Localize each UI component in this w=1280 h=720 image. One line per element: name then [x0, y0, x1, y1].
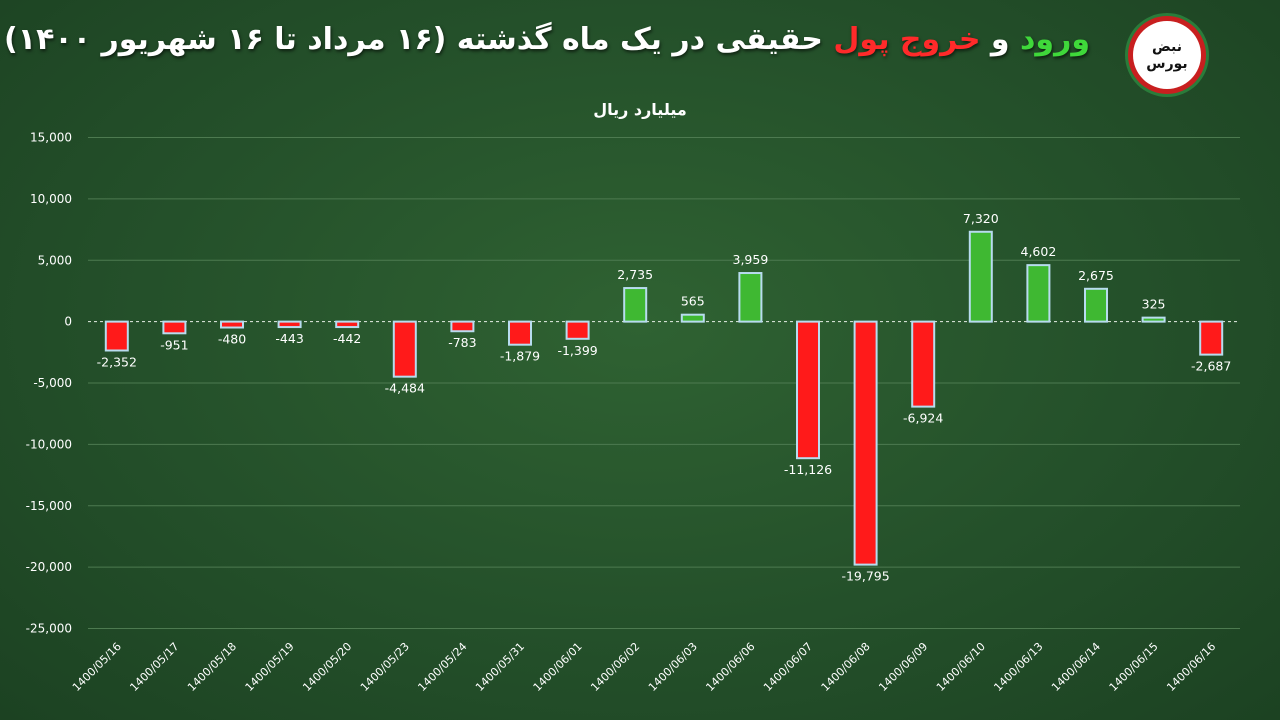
bar	[796, 320, 820, 460]
x-tick-label: 1400/06/06	[703, 640, 757, 694]
bar	[911, 320, 936, 408]
chart-title: ورود و خروج پول حقیقی در یک ماه گذشته (۱…	[4, 22, 1090, 57]
data-label: -1,879	[500, 349, 540, 364]
x-tick-label: 1400/06/10	[934, 640, 988, 694]
data-label: 7,320	[963, 211, 999, 226]
data-label: -783	[448, 335, 476, 350]
bar	[1199, 320, 1224, 356]
data-label: -2,352	[97, 354, 137, 369]
x-tick-label: 1400/05/23	[358, 640, 412, 694]
bar	[738, 272, 763, 323]
x-tick-label: 1400/05/16	[70, 640, 124, 694]
y-tick-label: 5,000	[38, 253, 72, 267]
data-label: -951	[160, 337, 188, 352]
data-label: 4,602	[1021, 244, 1057, 259]
x-tick-label: 1400/05/17	[127, 640, 181, 694]
x-tick-label: 1400/06/09	[876, 640, 930, 694]
bar	[680, 313, 705, 323]
y-tick-label: -25,000	[26, 622, 72, 636]
data-label: 2,735	[617, 267, 653, 282]
x-tick-label: 1400/05/18	[185, 640, 239, 694]
brand-logo: نبض بورس	[1128, 16, 1206, 94]
x-tick-label: 1400/06/01	[531, 640, 585, 694]
bar	[220, 320, 244, 329]
unit-label: میلیارد ریال	[593, 100, 687, 119]
x-tick-label: 1400/06/08	[819, 640, 873, 694]
x-tick-label: 1400/06/07	[761, 640, 815, 694]
y-tick-label: 0	[64, 315, 72, 329]
bar	[162, 320, 187, 335]
y-tick-label: -10,000	[26, 437, 72, 451]
bar	[508, 320, 532, 346]
logo-line-2: بورس	[1146, 56, 1188, 72]
x-tick-label: 1400/05/20	[300, 640, 354, 694]
x-tick-label: 1400/06/14	[1049, 640, 1103, 694]
bar	[392, 320, 417, 378]
bar	[1141, 316, 1166, 323]
data-label: -11,126	[784, 462, 832, 477]
data-label: 565	[681, 294, 705, 309]
data-label: 2,675	[1078, 268, 1114, 283]
x-tick-label: 1400/06/15	[1107, 640, 1161, 694]
bar	[104, 320, 129, 352]
bar	[277, 320, 302, 329]
y-tick-label: 10,000	[30, 192, 72, 206]
bar	[968, 230, 993, 323]
x-tick-label: 1400/06/13	[991, 640, 1045, 694]
data-label: -1,399	[557, 343, 597, 358]
title-outflow: خروج پول	[833, 22, 981, 57]
title-and: و	[990, 22, 1010, 57]
x-tick-label: 1400/06/16	[1164, 640, 1218, 694]
bar	[450, 320, 475, 333]
bar	[853, 320, 878, 566]
bar	[335, 320, 360, 329]
data-label: -442	[333, 331, 361, 346]
x-tick-label: 1400/05/31	[473, 640, 527, 694]
x-tick-label: 1400/06/03	[646, 640, 700, 694]
data-label: -2,687	[1191, 359, 1231, 374]
data-label: -6,924	[903, 411, 943, 426]
x-tick-label: 1400/05/24	[415, 640, 469, 694]
x-tick-label: 1400/06/02	[588, 640, 642, 694]
data-label: 3,959	[733, 252, 769, 267]
x-tick-label: 1400/05/19	[243, 640, 297, 694]
data-label: -480	[218, 332, 246, 347]
data-label: -19,795	[841, 569, 889, 584]
bar	[1026, 264, 1051, 323]
y-tick-label: -15,000	[26, 499, 72, 513]
data-label: -443	[275, 331, 303, 346]
bar	[623, 287, 648, 323]
y-tick-label: -20,000	[26, 560, 72, 574]
bar	[565, 320, 590, 340]
title-inflow: ورود	[1020, 22, 1090, 57]
y-tick-label: 15,000	[30, 131, 72, 145]
y-tick-label: -5,000	[33, 376, 72, 390]
data-label: -4,484	[385, 381, 425, 396]
title-rest: حقیقی در یک ماه گذشته (۱۶ مرداد تا ۱۶ شه…	[4, 22, 823, 57]
logo-line-1: نبض	[1151, 39, 1183, 55]
bar	[1084, 287, 1108, 323]
data-label: 325	[1142, 297, 1166, 312]
